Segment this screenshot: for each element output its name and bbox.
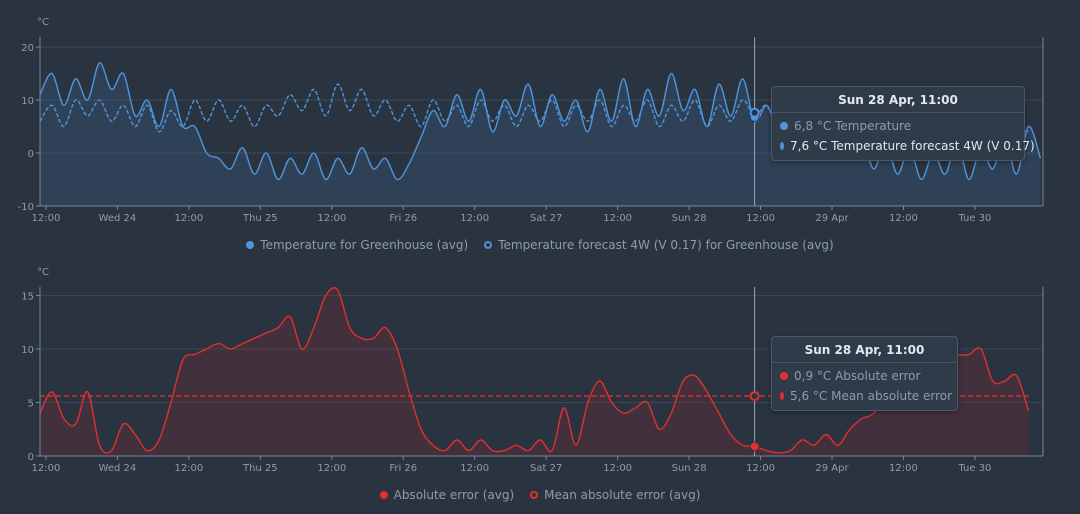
legend-item-mean-absolute-error[interactable]: Mean absolute error (avg) (530, 488, 700, 502)
x-tick-label: 29 Apr (815, 213, 849, 224)
x-tick-label: Wed 24 (99, 213, 137, 224)
series-area (40, 62, 1041, 207)
legend-label: Absolute error (avg) (393, 488, 515, 502)
x-tick-label: 12:00 (460, 463, 489, 474)
y-tick-label: 0 (28, 452, 34, 463)
series-area (40, 287, 1029, 456)
x-tick-label: 12:00 (889, 463, 918, 474)
x-tick-label: Thu 25 (242, 213, 278, 224)
hollow-dot-icon (484, 241, 493, 249)
legend-label: Mean absolute error (avg) (544, 488, 701, 502)
y-tick-label: 20 (21, 43, 34, 54)
x-tick-label: Sat 27 (530, 213, 562, 224)
tooltip-top: Sun 28 Apr, 11:00 6,8 °C Temperature 7,6… (771, 86, 1035, 161)
legend-item-forecast[interactable]: Temperature forecast 4W (V 0.17) for Gre… (484, 238, 834, 252)
x-tick-label: Wed 24 (99, 463, 137, 474)
y-tick-label: 10 (21, 96, 34, 107)
x-tick-label: Sun 28 (672, 213, 707, 224)
tooltip-row-absolute-error: 0,9 °C Absolute error (772, 366, 957, 386)
legend-item-temperature[interactable]: Temperature for Greenhouse (avg) (246, 238, 468, 252)
x-tick-label: 29 Apr (815, 463, 849, 474)
y-unit-label: °C (37, 17, 49, 28)
series-line-0[interactable] (39, 62, 1042, 181)
tooltip-text: 0,9 °C Absolute error (794, 369, 921, 383)
x-tick-label: 12:00 (746, 213, 775, 224)
x-tick-label: 12:00 (32, 213, 61, 224)
filled-dot-icon (780, 372, 788, 380)
x-tick-label: 12:00 (603, 213, 632, 224)
tooltip-row-mean-absolute-error: 5,6 °C Mean absolute error (772, 386, 957, 406)
hollow-dot-icon (780, 392, 784, 400)
x-tick-label: 12:00 (889, 213, 918, 224)
tooltip-text: 5,6 °C Mean absolute error (790, 389, 953, 403)
hover-marker-hollow (749, 107, 760, 118)
tooltip-title: Sun 28 Apr, 11:00 (772, 87, 1024, 113)
x-tick-label: 12:00 (317, 213, 346, 224)
hover-marker (749, 441, 760, 452)
legend-bottom: Absolute error (avg) Mean absolute error… (0, 488, 1080, 502)
y-tick-label: 15 (21, 292, 34, 303)
tooltip-text: 6,8 °C Temperature (794, 119, 912, 133)
legend-label: Temperature forecast 4W (V 0.17) for Gre… (498, 238, 834, 252)
hover-marker-hollow (749, 391, 760, 402)
x-tick-label: 12:00 (174, 463, 203, 474)
x-tick-label: 12:00 (317, 463, 346, 474)
x-tick-label: 12:00 (603, 463, 632, 474)
x-tick-label: Thu 25 (242, 463, 278, 474)
x-tick-label: 12:00 (32, 463, 61, 474)
x-tick-label: 12:00 (746, 463, 775, 474)
y-unit-label: °C (37, 267, 49, 278)
x-tick-label: 12:00 (460, 213, 489, 224)
series-line-0[interactable] (39, 287, 1030, 454)
filled-dot-icon (780, 122, 788, 130)
x-tick-label: Fri 26 (389, 213, 417, 224)
y-tick-label: -10 (18, 202, 34, 213)
legend-item-absolute-error[interactable]: Absolute error (avg) (379, 488, 515, 502)
tooltip-bottom: Sun 28 Apr, 11:00 0,9 °C Absolute error … (771, 336, 958, 411)
y-tick-label: 0 (28, 149, 34, 160)
tooltip-title: Sun 28 Apr, 11:00 (772, 337, 957, 363)
x-tick-label: Tue 30 (957, 213, 991, 224)
x-tick-label: 12:00 (174, 213, 203, 224)
filled-dot-icon (246, 241, 255, 249)
x-tick-label: Sat 27 (530, 463, 562, 474)
x-tick-label: Tue 30 (957, 463, 991, 474)
tooltip-row-forecast: 7,6 °C Temperature forecast 4W (V 0.17) (772, 136, 1035, 156)
hollow-dot-icon (530, 491, 539, 499)
y-tick-label: 10 (21, 345, 34, 356)
tooltip-row-temperature: 6,8 °C Temperature (772, 116, 1024, 136)
legend-top: Temperature for Greenhouse (avg) Tempera… (0, 238, 1080, 252)
tooltip-text: 7,6 °C Temperature forecast 4W (V 0.17) (790, 139, 1035, 153)
y-tick-label: 5 (28, 399, 34, 410)
hollow-dot-icon (780, 142, 784, 150)
filled-dot-icon (379, 491, 388, 499)
x-tick-label: Fri 26 (389, 463, 417, 474)
legend-label: Temperature for Greenhouse (avg) (260, 238, 469, 252)
x-tick-label: Sun 28 (672, 463, 707, 474)
